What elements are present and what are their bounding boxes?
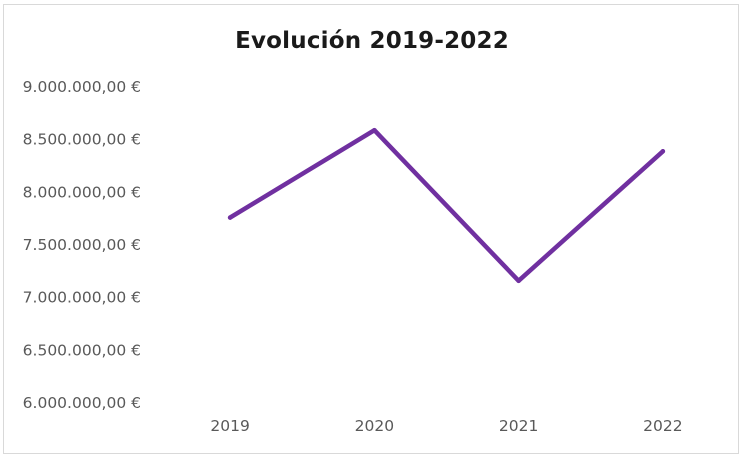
data-point — [227, 215, 233, 220]
data-point — [516, 278, 521, 284]
x-axis: 2019 2020 2021 2022 — [210, 417, 682, 435]
y-axis: 9.000.000,00 € 8.500.000,00 € 8.000.000,00… — [23, 78, 141, 412]
x-tick-label: 2021 — [499, 417, 538, 435]
y-tick-label: 6.000.000,00 € — [23, 394, 141, 412]
series-layer — [227, 127, 666, 284]
series-line — [227, 127, 666, 284]
y-tick-label: 8.500.000,00 € — [23, 131, 141, 149]
x-tick-label: 2022 — [643, 417, 682, 435]
line-chart: 9.000.000,00 € 8.500.000,00 € 8.000.000,00… — [23, 78, 683, 435]
x-tick-label: 2020 — [355, 417, 394, 435]
y-tick-label: 9.000.000,00 € — [23, 78, 141, 96]
x-tick-label: 2019 — [210, 417, 249, 435]
y-tick-label: 7.500.000,00 € — [23, 236, 141, 254]
chart-area — [3, 4, 739, 454]
data-point — [660, 149, 666, 154]
y-tick-label: 7.000.000,00 € — [23, 289, 141, 307]
y-tick-label: 6.500.000,00 € — [23, 341, 141, 359]
y-tick-label: 8.000.000,00 € — [23, 183, 141, 201]
data-point — [372, 127, 377, 133]
chart-title: Evolución 2019-2022 — [235, 28, 509, 54]
